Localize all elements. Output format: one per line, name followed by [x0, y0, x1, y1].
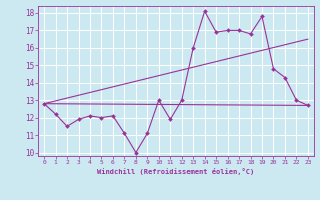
- X-axis label: Windchill (Refroidissement éolien,°C): Windchill (Refroidissement éolien,°C): [97, 168, 255, 175]
